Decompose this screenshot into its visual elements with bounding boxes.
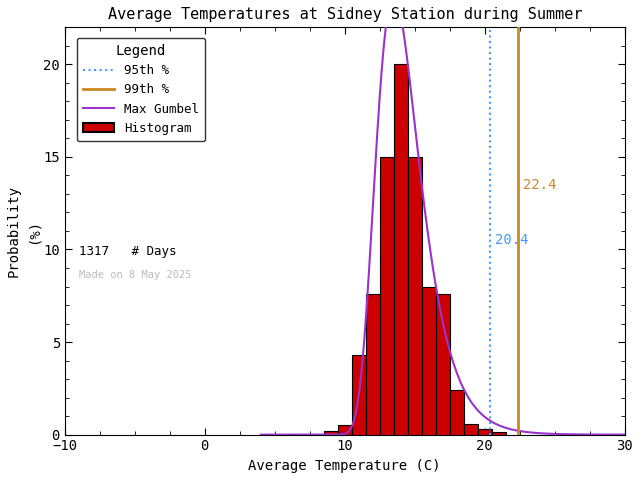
Text: 20.4: 20.4 [495, 233, 528, 247]
Bar [436, 294, 450, 434]
Bar [464, 423, 477, 434]
Text: 22.4: 22.4 [522, 178, 556, 192]
Bar [338, 425, 352, 434]
Bar [365, 294, 380, 434]
Bar [477, 429, 492, 434]
Text: Made on 8 May 2025: Made on 8 May 2025 [79, 270, 191, 280]
Legend: 95th %, 99th %, Max Gumbel, Histogram: 95th %, 99th %, Max Gumbel, Histogram [77, 37, 205, 141]
Bar [450, 390, 464, 434]
Bar [408, 157, 422, 434]
Bar [492, 432, 506, 434]
Bar [380, 157, 394, 434]
Y-axis label: Probability
(%): Probability (%) [7, 185, 40, 277]
Bar [324, 431, 338, 434]
Bar [394, 64, 408, 434]
Bar [422, 287, 436, 434]
X-axis label: Average Temperature (C): Average Temperature (C) [248, 459, 441, 473]
Text: 1317   # Days: 1317 # Days [79, 245, 177, 258]
Bar [352, 355, 365, 434]
Title: Average Temperatures at Sidney Station during Summer: Average Temperatures at Sidney Station d… [108, 7, 582, 22]
